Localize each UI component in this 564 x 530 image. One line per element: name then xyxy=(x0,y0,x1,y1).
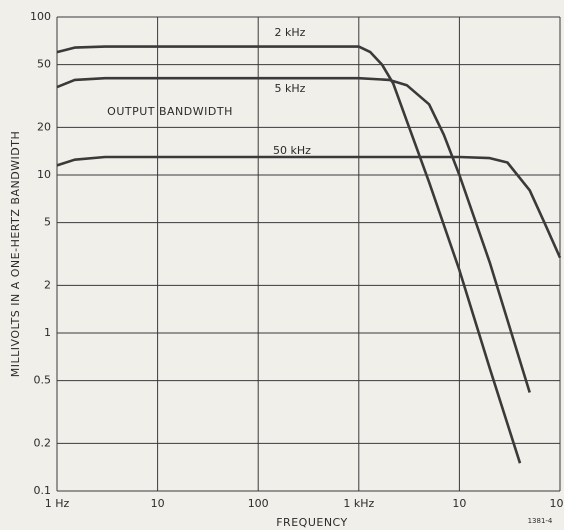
y-tick-label: 10 xyxy=(37,168,51,181)
y-tick-label: 2 xyxy=(44,278,51,291)
y-axis-label: MILLIVOLTS IN A ONE-HERTZ BANDWIDTH xyxy=(9,131,22,378)
x-tick-label: 10 xyxy=(452,497,466,510)
annotation: OUTPUT BANDWIDTH xyxy=(107,105,233,118)
figure-id: 1381-4 xyxy=(528,517,553,525)
x-tick-label: 100 xyxy=(550,497,564,510)
x-tick-label: 1 kHz xyxy=(343,497,374,510)
y-tick-label: 5 xyxy=(44,216,51,229)
y-tick-label: 20 xyxy=(37,120,51,133)
curve-label: 50 kHz xyxy=(273,144,311,157)
curve-label: 5 kHz xyxy=(275,82,306,95)
curve xyxy=(56,155,562,259)
x-tick-label: 100 xyxy=(248,497,269,510)
curve xyxy=(56,45,522,464)
y-tick-label: 1 xyxy=(44,326,51,339)
y-tick-label: 0.2 xyxy=(34,436,52,449)
y-tick-label: 50 xyxy=(37,58,51,71)
curve xyxy=(56,76,531,393)
x-tick-label: 1 Hz xyxy=(45,497,70,510)
y-tick-label: 0.5 xyxy=(34,374,52,387)
curve-label: 2 kHz xyxy=(275,26,306,39)
x-tick-label: 10 xyxy=(151,497,165,510)
x-axis-label: FREQUENCY xyxy=(276,516,348,529)
y-tick-label: 0.1 xyxy=(34,484,52,497)
y-tick-label: 100 xyxy=(30,10,51,23)
